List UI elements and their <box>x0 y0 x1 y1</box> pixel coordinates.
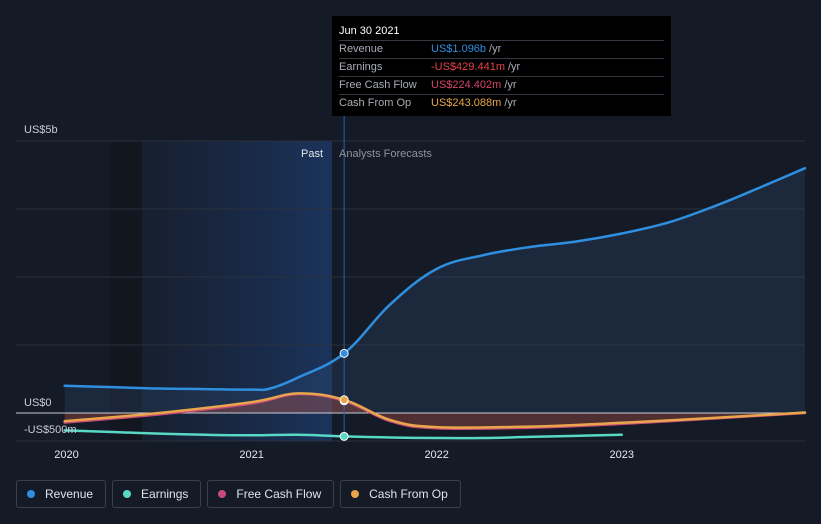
legend-label: Cash From Op <box>369 487 448 501</box>
marker-earnings[interactable] <box>339 431 349 441</box>
past-shade-dark <box>110 141 142 441</box>
tooltip-value: -US$429.441m <box>431 61 505 73</box>
chart-svg: US$5b US$0 -US$500m Past Analysts Foreca… <box>16 116 807 461</box>
legend-item-revenue[interactable]: Revenue <box>16 480 107 508</box>
series-areas <box>64 168 805 429</box>
legend-label: Revenue <box>45 487 94 501</box>
legend-label: Earnings <box>141 487 189 501</box>
tooltip-label: Earnings <box>339 61 383 73</box>
area-free-cash-flow <box>64 393 805 429</box>
past-label: Past <box>301 148 323 160</box>
x-tick-label-2022: 2022 <box>424 449 448 461</box>
line-revenue <box>63 166 807 392</box>
tooltip-unit: /yr <box>508 61 521 73</box>
x-tick-label-2021: 2021 <box>239 449 263 461</box>
legend-label: Free Cash Flow <box>236 487 322 501</box>
tooltip-unit: /yr <box>504 97 517 109</box>
legend-dot-icon <box>27 490 35 498</box>
y-tick-label-bottom: -US$500m <box>24 424 77 436</box>
tooltip-row-free-cash-flow: Free Cash Flow US$224.402m /yr <box>339 76 664 94</box>
y-tick-label-top: US$5b <box>24 124 58 136</box>
tooltip-unit: /yr <box>489 43 502 55</box>
tooltip-date: Jun 30 2021 <box>339 25 400 37</box>
tooltip-label: Free Cash Flow <box>339 79 417 91</box>
series-markers <box>339 348 349 441</box>
legend-dot-icon <box>123 490 132 498</box>
legend-item-cash-from-op[interactable]: Cash From Op <box>340 480 461 508</box>
x-tick-label-2020: 2020 <box>54 449 78 461</box>
legend-item-earnings[interactable]: Earnings <box>112 480 202 508</box>
x-axis: 2020 2021 2022 2023 <box>54 449 634 461</box>
tooltip-value: US$243.088m <box>431 97 502 109</box>
tooltip-label: Cash From Op <box>339 97 412 109</box>
tooltip-label: Revenue <box>339 43 384 55</box>
area-revenue <box>64 168 805 413</box>
tooltip-row-revenue: Revenue US$1.096b /yr <box>339 40 664 58</box>
tooltip-unit: /yr <box>504 79 517 91</box>
tooltip-value: US$224.402m <box>431 79 502 91</box>
tooltip-row-earnings: Earnings -US$429.441m /yr <box>339 58 664 76</box>
y-tick-label-zero: US$0 <box>24 397 52 409</box>
forecast-label: Analysts Forecasts <box>339 148 432 160</box>
legend-item-free-cash-flow[interactable]: Free Cash Flow <box>207 480 335 508</box>
tooltip-value: US$1.096b <box>431 43 487 55</box>
line-cash-from-op <box>63 392 807 429</box>
x-tick-label-2023: 2023 <box>610 449 634 461</box>
series-lines <box>63 166 807 440</box>
marker-cash-from-op[interactable] <box>339 395 349 405</box>
gridlines <box>16 140 805 442</box>
area-cash-from-op <box>64 393 805 428</box>
marker-revenue[interactable] <box>339 348 349 358</box>
legend-dot-icon <box>218 490 227 498</box>
legend-dot-icon <box>351 490 360 498</box>
chart-tooltip: Jun 30 2021 Revenue US$1.096b /yr Earnin… <box>332 16 671 116</box>
past-region-shade <box>142 141 332 441</box>
legend: Revenue Earnings Free Cash Flow Cash Fro… <box>16 480 461 508</box>
tooltip-row-cash-from-op: Cash From Op US$243.088m /yr <box>339 94 664 112</box>
